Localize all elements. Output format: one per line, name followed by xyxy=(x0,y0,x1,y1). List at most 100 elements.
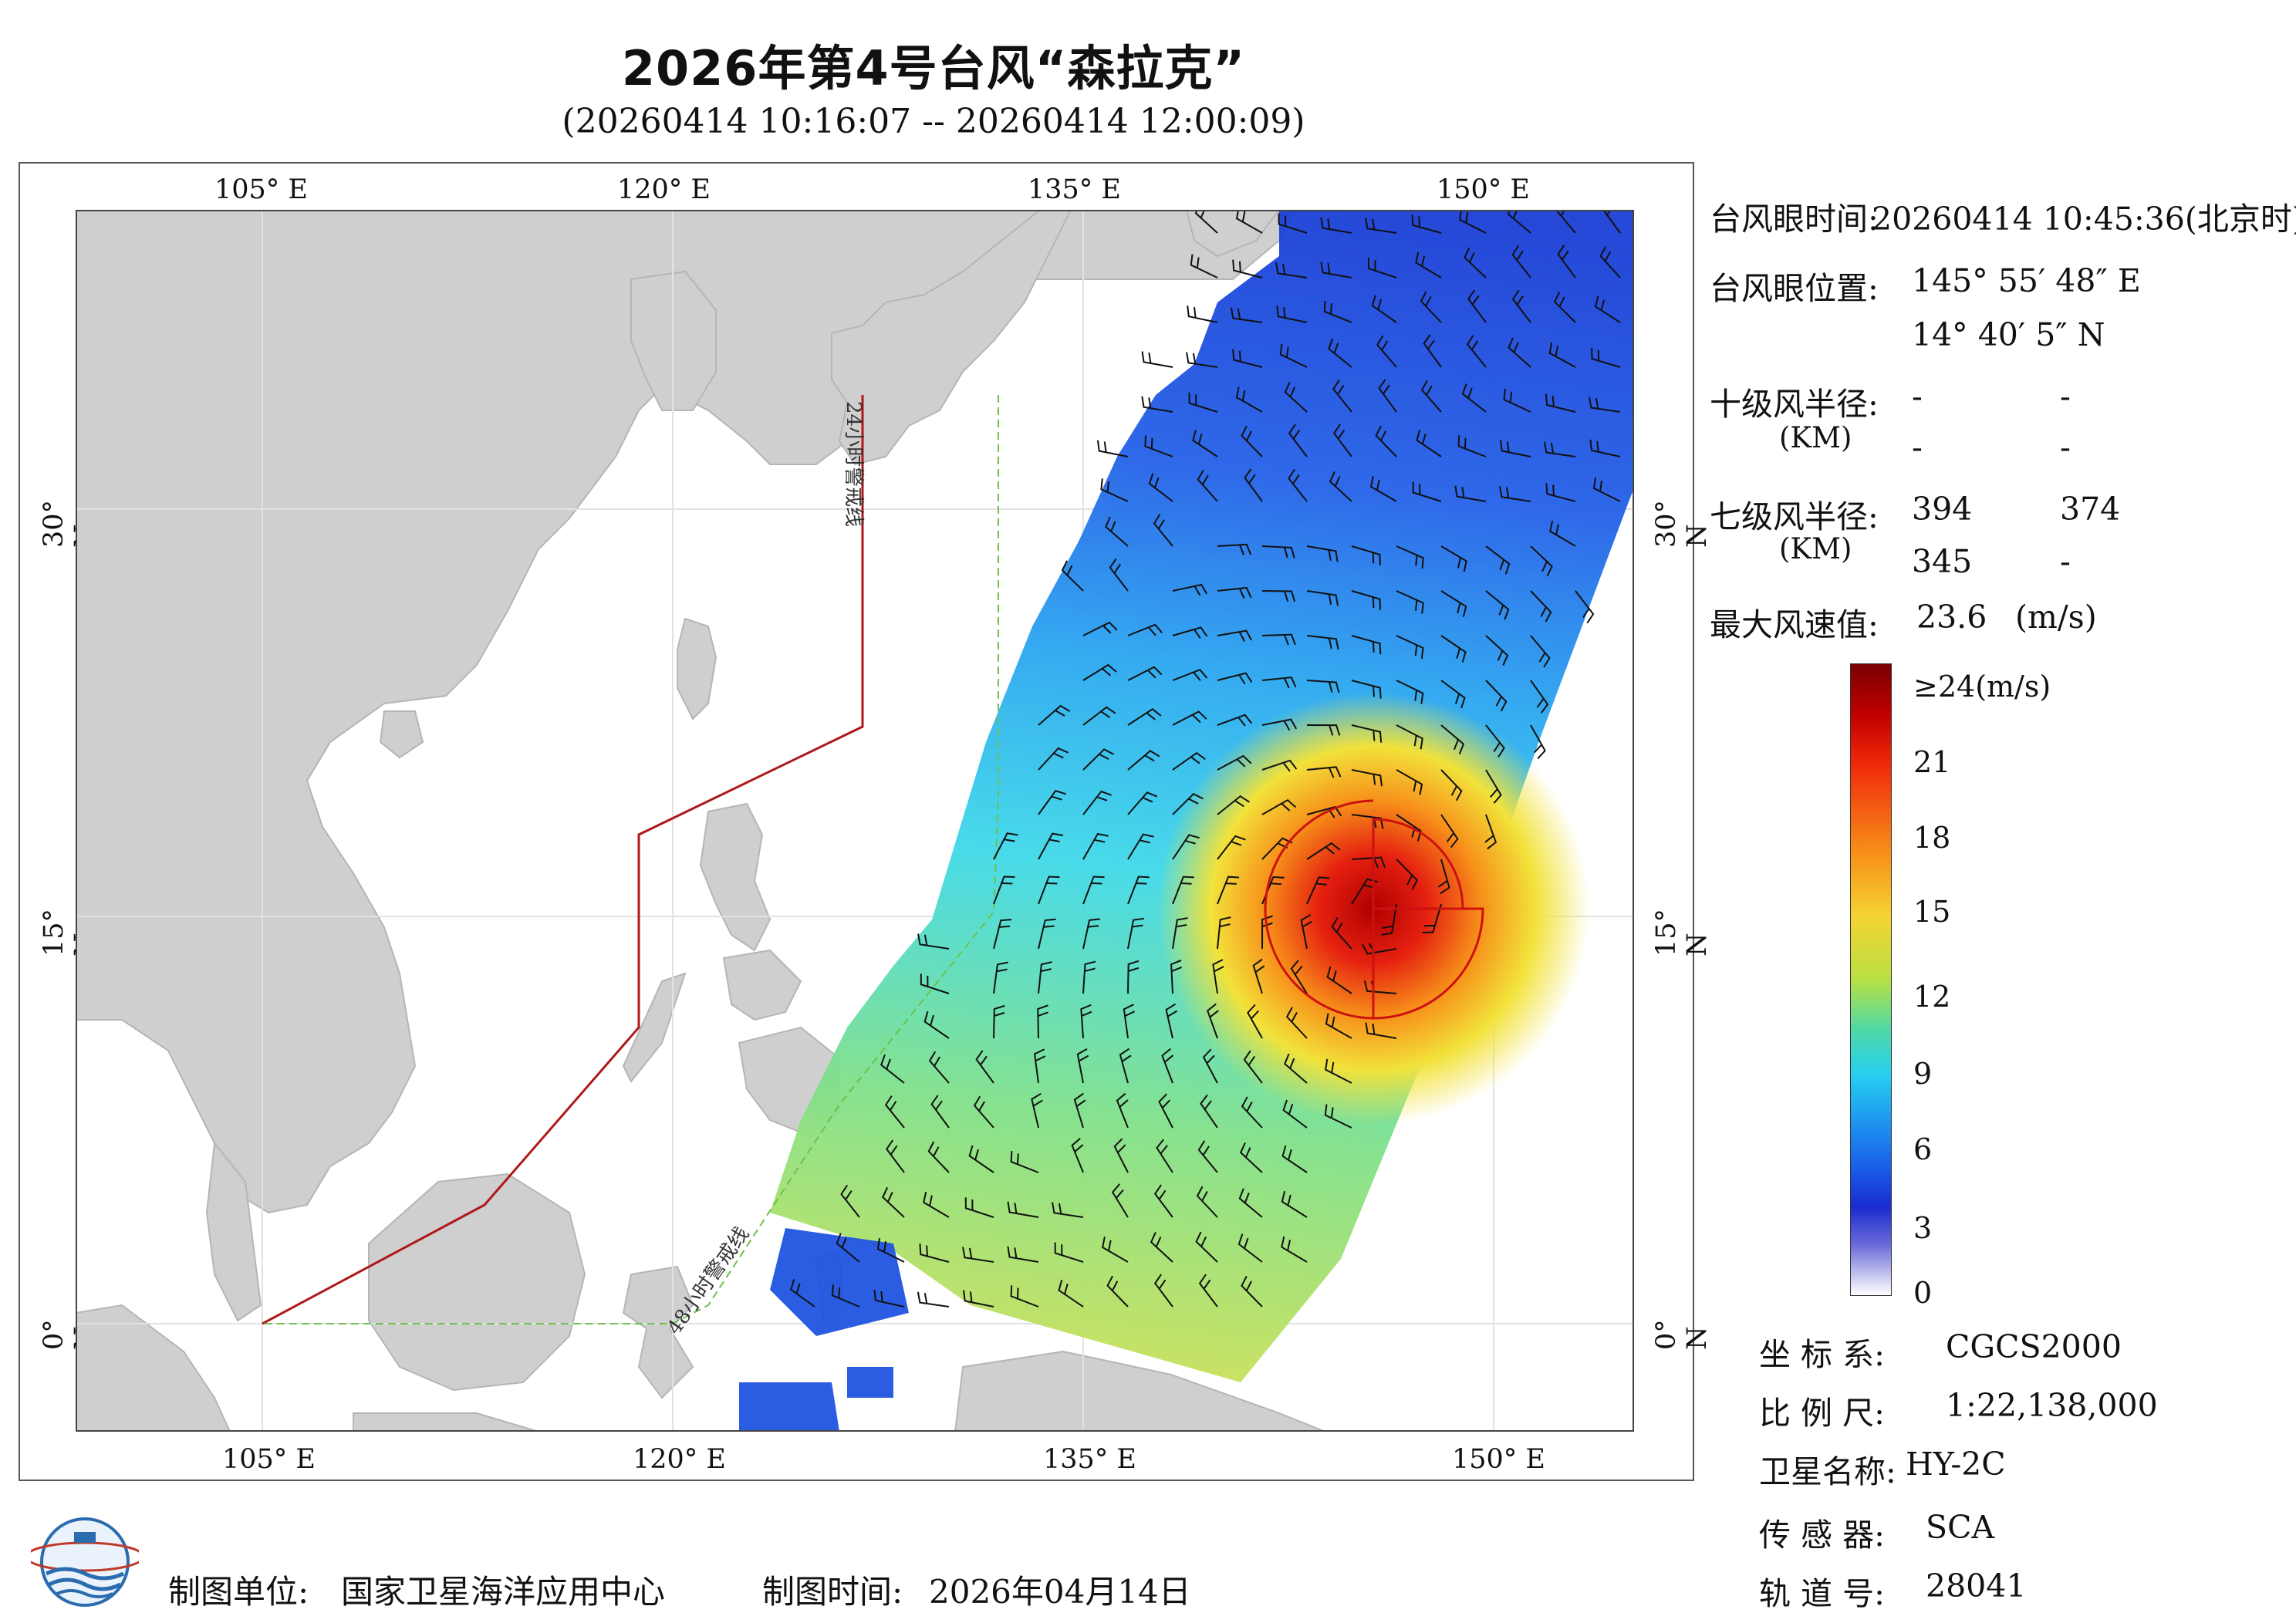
wind-barb xyxy=(1530,635,1551,668)
wind-barb xyxy=(1038,918,1056,950)
wind-barb xyxy=(1247,1004,1263,1039)
wind-barb xyxy=(1288,468,1308,502)
wind-swath-south-fragments xyxy=(739,1228,909,1432)
wind-barb xyxy=(993,961,1008,994)
wind-barb xyxy=(1261,718,1298,731)
sensor-label: 传 感 器: xyxy=(1759,1517,1885,1554)
wind-barb xyxy=(1440,680,1466,709)
wind-barb xyxy=(1281,1236,1308,1263)
radius-7-label: 七级风半径: xyxy=(1710,498,1879,535)
wind-barb xyxy=(1545,483,1576,502)
java xyxy=(353,1412,539,1432)
production-time-label: 制图时间: xyxy=(762,1573,903,1611)
colorbar-label-6: 6 xyxy=(1913,1132,1933,1166)
japan-hokkaido xyxy=(1185,210,1281,258)
wind-barb xyxy=(1197,469,1218,502)
wind-barb xyxy=(973,1095,994,1129)
wind-barb xyxy=(882,1186,905,1218)
wind-barb xyxy=(1082,706,1116,726)
wind-field-map: 24小时警戒线 48小时警戒线 xyxy=(76,210,1634,1432)
wind-barb xyxy=(1306,724,1341,736)
wind-barb xyxy=(1440,724,1465,754)
wind-barb xyxy=(1082,918,1101,950)
wind-barb xyxy=(1323,300,1352,323)
radius-10-label: 十级风半径: xyxy=(1710,386,1879,423)
wind-barb xyxy=(1217,714,1253,727)
wind-barb xyxy=(1396,859,1419,890)
wind-barb xyxy=(1127,917,1145,950)
wind-barb xyxy=(1038,747,1069,771)
wind-barb xyxy=(1440,590,1467,618)
wind-barb xyxy=(1281,1190,1308,1218)
wind-barb xyxy=(1411,214,1442,234)
lon-tick-top-120: 120° E xyxy=(617,174,711,205)
wind-barb xyxy=(1082,790,1112,815)
wind-barb xyxy=(1575,590,1595,624)
wind-barb xyxy=(930,1095,950,1129)
eye-position-label: 台风眼位置: xyxy=(1710,270,1879,307)
wind-barb xyxy=(1100,478,1129,502)
wind-barb xyxy=(923,1191,950,1218)
wind-barb xyxy=(1375,425,1397,457)
wind-barb xyxy=(1557,245,1576,278)
wind-barb xyxy=(1288,423,1308,457)
wind-barb xyxy=(1165,1003,1178,1039)
wind-barb xyxy=(1230,307,1263,323)
wind-barb xyxy=(1037,1004,1048,1039)
wind-barb xyxy=(873,1289,905,1308)
wind-barb xyxy=(1061,560,1084,592)
wind-barb xyxy=(1096,440,1129,457)
wind-barb xyxy=(1530,545,1553,577)
wind-barb xyxy=(1186,352,1218,368)
wind-barb xyxy=(968,1145,994,1173)
wind-barb xyxy=(1500,440,1531,457)
wind-barb xyxy=(1282,1099,1308,1129)
production-time-value: 2026年04月14日 xyxy=(929,1573,1191,1611)
wind-barb xyxy=(1285,1007,1308,1039)
wind-radius-7-quadrants xyxy=(1264,799,1484,1020)
radius-7-nw: - xyxy=(2060,543,2071,580)
wind-barb xyxy=(1300,913,1313,950)
wind-barb xyxy=(1306,635,1339,650)
wind-barb xyxy=(1172,793,1204,815)
wind-barb xyxy=(1217,876,1240,905)
wind-barb xyxy=(1238,1188,1263,1218)
lon-tick-top-105: 105° E xyxy=(214,174,308,205)
wind-barb xyxy=(1198,1274,1218,1308)
philippines-palawan xyxy=(622,972,687,1083)
wind-barb xyxy=(1351,680,1382,699)
wind-barb xyxy=(1038,789,1066,815)
wind-barb xyxy=(1351,856,1386,869)
wind-barb xyxy=(1320,262,1352,278)
wind-barb xyxy=(1148,473,1173,502)
wind-barb xyxy=(993,876,1015,905)
wind-barb xyxy=(1415,251,1442,278)
wind-barb xyxy=(1306,590,1339,606)
wind-barb xyxy=(1332,380,1352,413)
wind-barb xyxy=(1217,672,1253,685)
wind-barb xyxy=(1351,724,1383,743)
wind-barb xyxy=(1031,1092,1043,1129)
wind-barb xyxy=(1485,680,1508,712)
wind-barb xyxy=(1082,960,1096,994)
wind-barb xyxy=(1396,635,1424,660)
wind-barb xyxy=(1153,1184,1173,1218)
wind-barb xyxy=(1207,1003,1219,1039)
malay-peninsula xyxy=(205,1141,262,1322)
wind-barb xyxy=(1484,814,1497,850)
wind-barb xyxy=(1485,724,1505,758)
warning-line-24h xyxy=(262,395,864,1325)
wind-barb xyxy=(1007,1201,1039,1218)
wind-barb xyxy=(1278,213,1308,234)
wind-barb xyxy=(1038,876,1060,905)
wind-barb xyxy=(1071,1137,1084,1173)
wind-barb xyxy=(1244,468,1263,502)
wind-barbs xyxy=(789,210,1621,1308)
wind-barb xyxy=(1217,835,1246,860)
wind-barb xyxy=(1217,586,1252,599)
wind-barb xyxy=(1284,1053,1308,1084)
wind-barb xyxy=(1485,635,1509,666)
wind-barb xyxy=(1127,876,1150,905)
wind-barb xyxy=(1422,903,1442,934)
wind-barb xyxy=(1420,291,1442,323)
